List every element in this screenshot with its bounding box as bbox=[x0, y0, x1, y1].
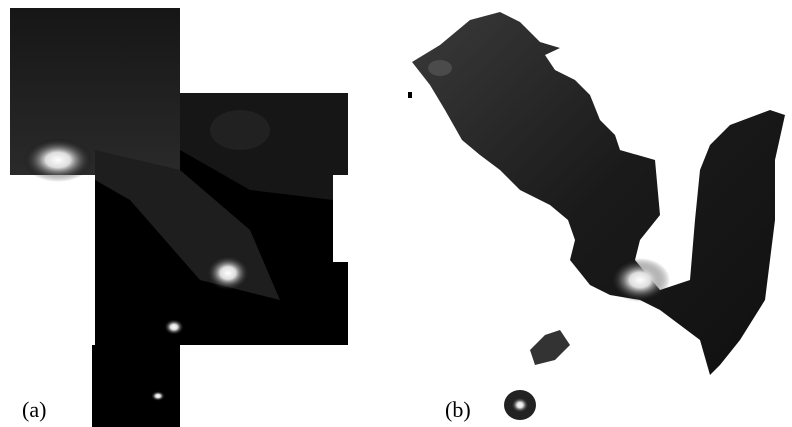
panel-b-image bbox=[408, 12, 785, 420]
figure: (a) (b) bbox=[0, 0, 792, 427]
panel-label: (b) bbox=[445, 397, 471, 422]
panel-a-image bbox=[10, 8, 348, 427]
panel-label: (a) bbox=[22, 397, 46, 422]
